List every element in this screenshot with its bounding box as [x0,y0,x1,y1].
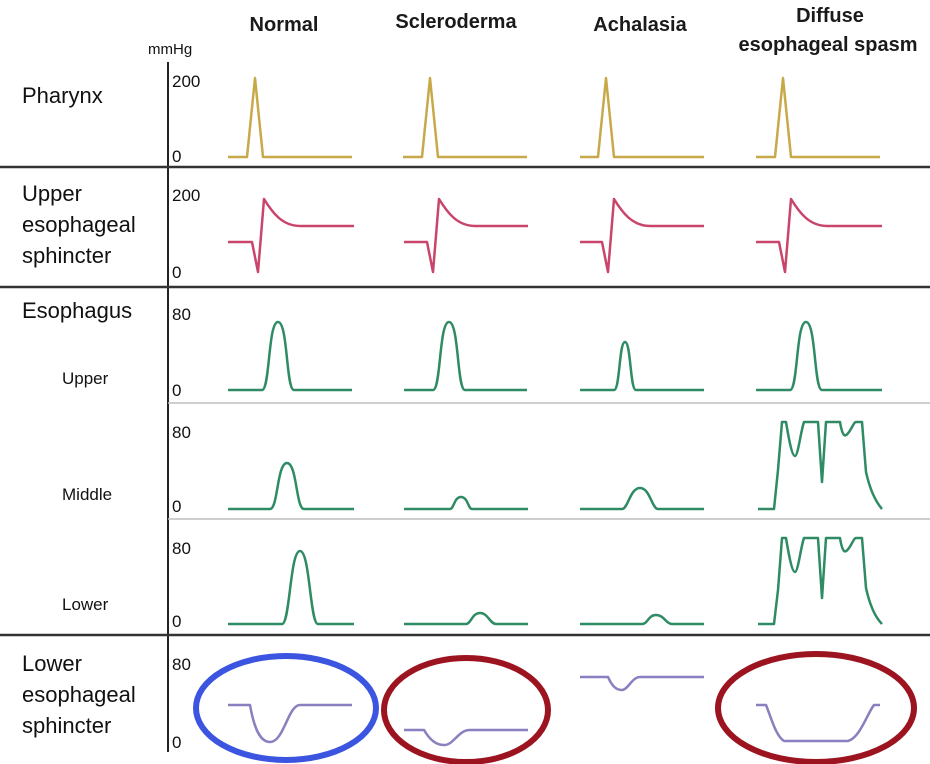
tick-min-middle: 0 [172,497,181,516]
ues-traces [228,197,882,274]
column-header-scleroderma: Scleroderma [395,11,517,33]
les-trace-normal [228,703,352,744]
esophagus-lower-trace-achalasia [580,613,704,626]
tick-max-lower: 80 [172,539,191,558]
esophagus-middle-trace-achalasia [580,486,704,511]
row-label-upper-esophageal-sphincter-line2: esophageal [22,212,136,237]
pharynx-traces [228,76,880,159]
row-label-middle: Middle [62,485,112,504]
row-label-pharynx: Pharynx [22,83,103,108]
tick-min-ues: 0 [172,263,181,282]
tick-max-middle: 80 [172,423,191,442]
les-trace-achalasia [580,675,704,692]
tick-min-les: 0 [172,733,181,752]
column-header-achalasia: Achalasia [593,14,687,36]
scleroderma-les-highlight-ellipse [381,655,551,764]
pharynx-trace-diffuse-spasm [756,76,880,159]
tick-max-les: 80 [172,655,191,674]
esophagus-traces [228,320,883,626]
pressure-unit-label: mmHg [148,41,192,58]
column-header-diffuse: Diffuse [796,5,864,27]
ues-trace-normal [228,197,354,274]
esophagus-upper-trace-scleroderma [404,320,527,392]
tick-max-ues: 200 [172,186,200,205]
esophagus-lower-trace-diffuse-spasm [758,536,883,626]
esophagus-upper-trace-normal [228,320,352,392]
row-label-lower-esophageal-sphincter-line1: Lower [22,651,82,676]
row-label-lower-esophageal-sphincter-line2: esophageal [22,682,136,707]
tick-min-lower: 0 [172,612,181,631]
pharynx-trace-achalasia [580,76,704,159]
les-trace-scleroderma [404,728,528,747]
esophagus-lower-trace-normal [228,549,354,626]
esophagus-middle-trace-scleroderma [404,495,528,511]
diffuse-spasm-les-highlight-ellipse [715,651,917,764]
row-label-lower: Lower [62,595,109,614]
normal-les-highlight-ellipse [193,653,379,763]
pharynx-trace-normal [228,76,352,159]
tick-min-pharynx: 0 [172,147,181,166]
tick-max-upper: 80 [172,305,191,324]
row-label-lower-esophageal-sphincter-line3: sphincter [22,713,111,738]
column-header-normal: Normal [250,14,319,36]
tick-max-pharynx: 200 [172,72,200,91]
tick-min-upper: 0 [172,381,181,400]
esophagus-lower-trace-scleroderma [404,611,528,626]
ues-trace-diffuse-spasm [756,197,882,274]
row-label-upper-esophageal-sphincter-line1: Upper [22,181,82,206]
les-traces [228,675,880,747]
row-label-upper: Upper [62,369,109,388]
row-label-esophagus: Esophagus [22,298,132,323]
ues-trace-scleroderma [404,197,528,274]
esophagus-middle-trace-diffuse-spasm [758,420,883,511]
pharynx-trace-scleroderma [403,76,527,159]
column-header-esophageal-spasm: esophageal spasm [739,34,918,56]
esophagus-middle-trace-normal [228,461,354,511]
esophagus-upper-trace-achalasia [580,340,704,392]
esophagus-upper-trace-diffuse-spasm [756,320,882,392]
row-label-upper-esophageal-sphincter-line3: sphincter [22,243,111,268]
ues-trace-achalasia [580,197,704,274]
les-trace-diffuse-spasm [756,703,880,743]
